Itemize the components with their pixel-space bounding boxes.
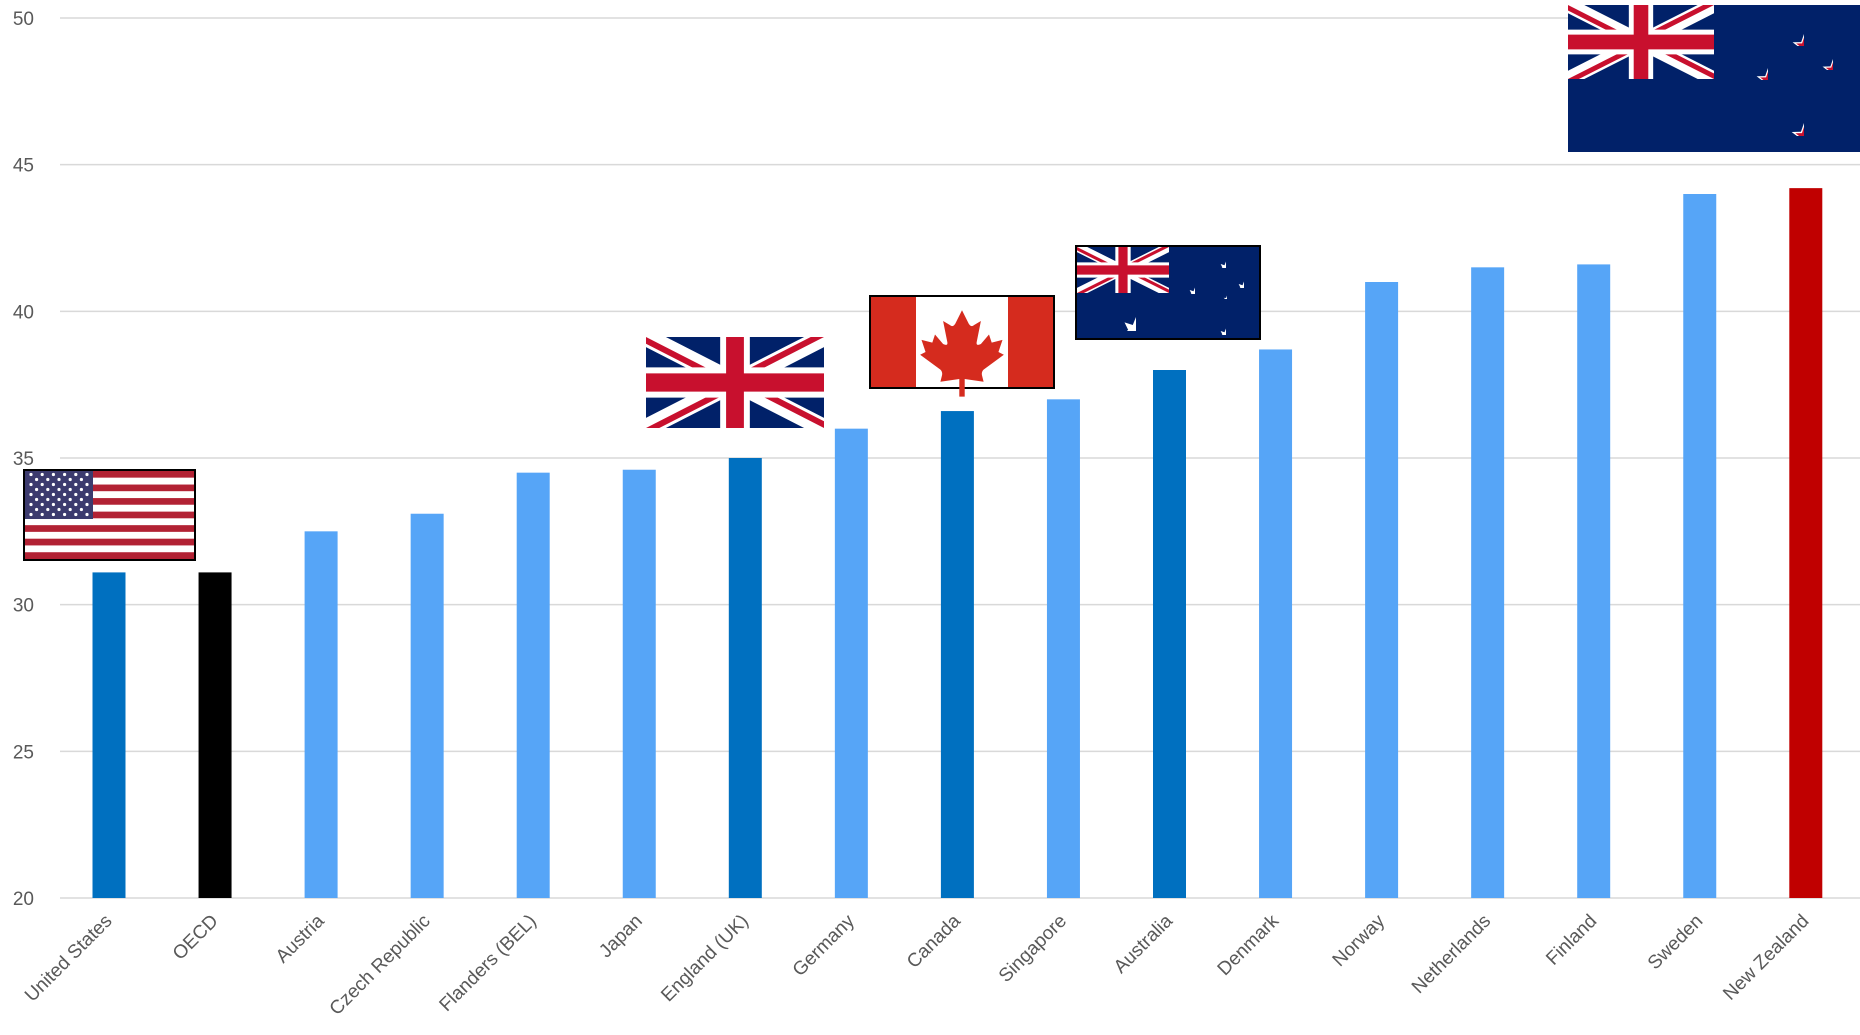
x-tick-label: England (UK) xyxy=(657,911,753,1007)
bar-australia xyxy=(1153,370,1186,898)
bar-singapore xyxy=(1046,399,1080,898)
x-tick-label: Czech Republic xyxy=(326,911,435,1020)
x-tick-label: Flanders (BEL) xyxy=(436,911,541,1016)
y-axis: 20 25 30 35 40 45 50 xyxy=(13,9,34,910)
x-tick-label: Sweden xyxy=(1644,911,1707,974)
bar-austria xyxy=(304,531,338,898)
y-tick-label: 45 xyxy=(13,156,34,177)
bar-oecd xyxy=(198,572,232,898)
y-tick-label: 40 xyxy=(13,302,34,323)
y-tick-label: 50 xyxy=(13,9,34,30)
bar-norway xyxy=(1365,282,1399,898)
bar-flanders-bel xyxy=(516,472,550,898)
y-tick-label: 30 xyxy=(13,596,34,617)
x-tick-label: Singapore xyxy=(995,911,1071,987)
x-tick-label: Norway xyxy=(1329,910,1390,971)
bar-canada xyxy=(940,411,974,898)
x-tick-label: New Zealand xyxy=(1719,911,1813,1005)
x-tick-label: Germany xyxy=(789,910,859,980)
y-tick-label: 25 xyxy=(13,742,34,763)
usa-flag-icon xyxy=(23,469,196,561)
bar-sweden xyxy=(1683,194,1717,898)
x-tick-label: Netherlands xyxy=(1408,911,1495,998)
bar-finland xyxy=(1577,264,1611,898)
x-tick-label: OECD xyxy=(169,911,223,965)
x-tick-label: Austria xyxy=(272,910,329,967)
x-tick-label: Canada xyxy=(903,910,965,972)
x-tick-label: Denmark xyxy=(1214,910,1284,980)
bar-japan xyxy=(622,469,656,898)
x-tick-label: Japan xyxy=(595,911,646,962)
y-tick-label: 35 xyxy=(13,449,34,470)
y-tick-label: 20 xyxy=(13,889,34,910)
bar-united-states xyxy=(92,572,126,898)
bars xyxy=(92,188,1823,899)
uk-flag-icon xyxy=(646,337,824,428)
canada-flag-icon xyxy=(869,295,1055,397)
bar-new-zealand xyxy=(1789,188,1823,899)
bar-czech-republic xyxy=(410,513,444,898)
bar-netherlands xyxy=(1471,267,1505,898)
x-tick-label: Australia xyxy=(1110,910,1177,977)
bar-denmark xyxy=(1259,349,1293,898)
australia-flag-icon xyxy=(1075,245,1261,340)
x-tick-label: United States xyxy=(21,911,117,1007)
x-tick-label: Finland xyxy=(1542,911,1601,970)
bar-germany xyxy=(834,428,868,898)
bar-england-uk xyxy=(728,458,762,898)
new-zealand-flag-icon xyxy=(1568,5,1860,152)
